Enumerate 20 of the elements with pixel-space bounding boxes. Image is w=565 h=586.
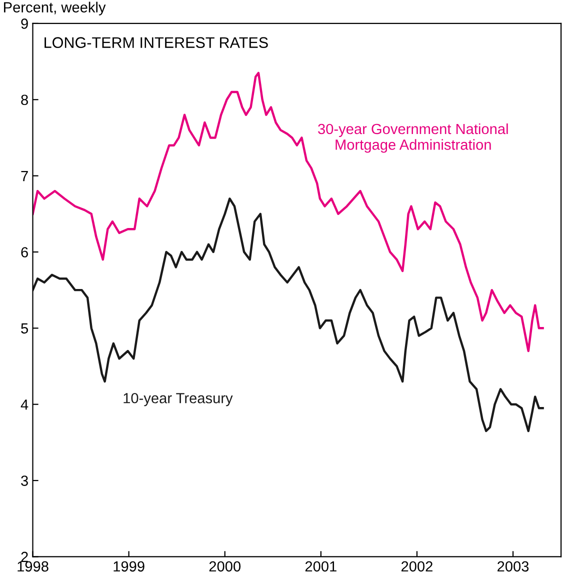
y-tick-label: 5 [21,323,28,334]
y-tick-label: 9 [21,18,28,29]
y-tick-label: 6 [21,247,28,258]
x-tick-label: 2000 [209,561,241,572]
line-series [32,198,544,432]
x-tick-label: 2002 [401,561,432,572]
x-tick-label: 1998 [18,561,48,572]
y-tick-label: 3 [21,476,28,486]
y-tick-label: 8 [21,94,28,106]
series-label: 30-year Government National Mortgage Administration [318,123,508,153]
x-tick-label: 1999 [114,561,144,572]
y-tick-label: 4 [20,400,28,410]
y-tick-label: 2 [21,552,28,562]
line-series [32,72,544,352]
y-tick-label: 7 [21,171,28,182]
series-label: 10-year Treasury [124,392,233,406]
text: LONG-TERM INTEREST RATES [44,37,268,48]
y-axis-title: Percent, weekly [4,2,106,16]
x-tick-label: 2003 [498,561,529,572]
x-tick-label: 2001 [305,561,336,572]
